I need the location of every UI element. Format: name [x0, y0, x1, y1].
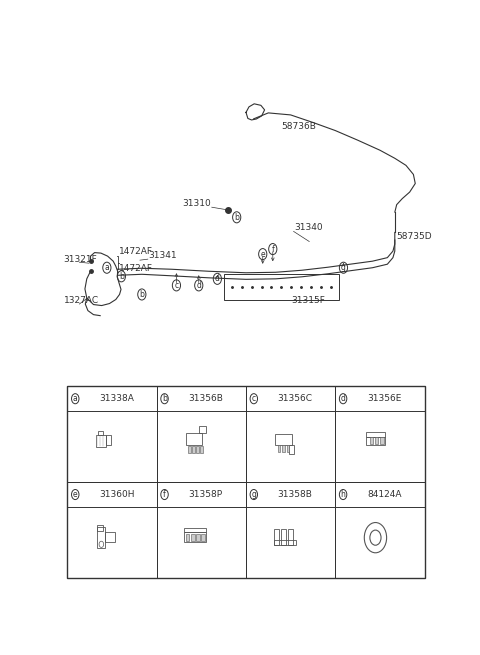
Bar — [96, 436, 106, 447]
Bar — [97, 527, 105, 548]
Bar — [274, 540, 297, 546]
Bar — [281, 529, 286, 546]
Text: 31321F: 31321F — [64, 255, 97, 264]
Text: c: c — [174, 281, 179, 290]
Text: d: d — [215, 274, 220, 284]
Bar — [275, 529, 279, 546]
Text: d: d — [341, 394, 346, 403]
Text: 31358B: 31358B — [277, 490, 312, 499]
Bar — [287, 445, 289, 452]
Text: e: e — [261, 250, 265, 259]
Bar — [335, 482, 424, 507]
Bar — [67, 482, 156, 507]
Bar — [246, 386, 335, 482]
Bar — [156, 482, 246, 507]
Bar — [370, 438, 373, 444]
Bar — [201, 445, 204, 453]
Bar — [196, 445, 199, 453]
Bar — [196, 534, 200, 541]
Bar — [335, 386, 424, 482]
Bar — [282, 445, 285, 452]
Bar — [366, 437, 385, 445]
Bar — [375, 438, 378, 444]
Text: 31358P: 31358P — [189, 490, 223, 499]
Bar — [67, 482, 156, 578]
Text: 58736B: 58736B — [281, 122, 316, 131]
Bar — [186, 534, 190, 541]
Bar — [246, 482, 335, 507]
Bar — [288, 529, 292, 546]
Bar — [183, 528, 206, 532]
Bar — [246, 386, 335, 411]
Text: 31310: 31310 — [182, 198, 211, 208]
Text: f: f — [271, 244, 274, 253]
Bar — [67, 386, 156, 411]
Text: 1327AC: 1327AC — [64, 295, 99, 305]
Text: 31356B: 31356B — [188, 394, 223, 403]
Text: 58735D: 58735D — [396, 233, 432, 242]
Text: b: b — [162, 394, 167, 403]
Text: g: g — [341, 263, 346, 272]
Bar — [156, 482, 246, 578]
Text: 31338A: 31338A — [99, 394, 134, 403]
Bar — [246, 482, 335, 578]
Text: 31341: 31341 — [148, 251, 177, 259]
Text: g: g — [252, 490, 256, 499]
Text: d: d — [196, 281, 201, 290]
Bar — [67, 386, 156, 482]
Text: c: c — [252, 394, 256, 403]
Text: 1472AF: 1472AF — [119, 247, 153, 256]
Bar — [335, 386, 424, 411]
Bar — [275, 434, 291, 445]
Bar — [380, 438, 384, 444]
Text: 84124A: 84124A — [367, 490, 402, 499]
Text: h: h — [341, 490, 346, 499]
Text: 31360H: 31360H — [99, 490, 134, 499]
Bar — [224, 274, 339, 299]
Text: 31356C: 31356C — [277, 394, 312, 403]
Bar — [335, 482, 424, 578]
Bar — [186, 433, 203, 445]
Text: 31315F: 31315F — [291, 296, 325, 305]
Bar — [201, 534, 204, 541]
Text: f: f — [163, 490, 166, 499]
Bar — [192, 445, 195, 453]
Text: 31340: 31340 — [294, 223, 323, 232]
Bar — [191, 534, 194, 541]
Bar — [188, 445, 191, 453]
Bar — [67, 386, 424, 578]
Text: 1472AF: 1472AF — [119, 264, 153, 273]
Bar — [277, 445, 280, 452]
Text: e: e — [73, 490, 78, 499]
Bar — [105, 532, 115, 542]
Text: a: a — [105, 263, 109, 272]
Bar — [98, 431, 103, 436]
Bar — [97, 525, 103, 531]
Bar — [156, 386, 246, 411]
Text: b: b — [139, 290, 144, 299]
Text: b: b — [119, 272, 124, 281]
Bar — [199, 426, 205, 433]
Text: 31356E: 31356E — [367, 394, 402, 403]
Bar — [106, 436, 111, 445]
Bar — [156, 386, 246, 482]
Bar — [366, 432, 385, 437]
Bar — [289, 445, 294, 454]
Bar — [183, 532, 206, 542]
Text: b: b — [234, 213, 239, 222]
Text: a: a — [73, 394, 78, 403]
